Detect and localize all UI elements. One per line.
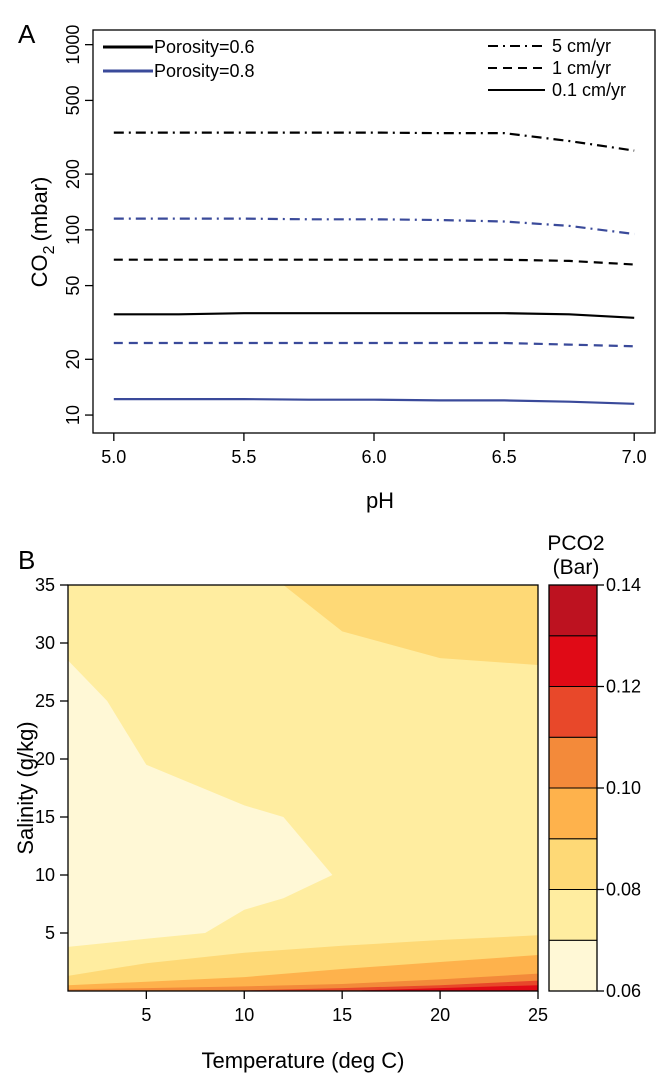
colorbar-swatch bbox=[548, 686, 598, 738]
series-line-porosity-06-0-1-cm-yr bbox=[113, 312, 635, 319]
y-tick-label: 5 bbox=[45, 923, 55, 943]
y-tick-label: 50 bbox=[63, 276, 83, 296]
series-line-porosity-06-1-cm-yr bbox=[113, 258, 635, 266]
legend-label: 0.1 cm/yr bbox=[552, 80, 626, 100]
panel-b-x-axis-label: Temperature (deg C) bbox=[202, 1048, 405, 1073]
colorbar-swatch bbox=[548, 889, 598, 941]
colorbar-swatch bbox=[548, 787, 598, 840]
series-line-porosity-08-1-cm-yr bbox=[113, 341, 635, 348]
y-tick-label: 1000 bbox=[63, 25, 83, 65]
panel-b-label: B bbox=[18, 545, 35, 575]
colorbar-tick-label: 0.08 bbox=[606, 880, 641, 900]
x-tick-label: 5.0 bbox=[101, 447, 126, 467]
series-line-porosity-06-5-cm-yr bbox=[113, 131, 635, 152]
x-tick-label: 6.5 bbox=[492, 447, 517, 467]
legend-label: 1 cm/yr bbox=[552, 58, 611, 78]
panel-b-plot-frame bbox=[67, 584, 539, 992]
colorbar-swatch bbox=[548, 635, 598, 687]
y-tick-label: 10 bbox=[35, 865, 55, 885]
svg-text:CO2(mbar): CO2 (mbar) bbox=[27, 177, 58, 288]
y-tick-label: 30 bbox=[35, 633, 55, 653]
legend-label: Porosity=0.8 bbox=[154, 61, 255, 81]
y-tick-label: 100 bbox=[63, 215, 83, 245]
panel-a-y-axis-label-unit: (mbar) bbox=[27, 177, 52, 242]
panel-a-y-axis: 10 20 50 100 200 500 1000 bbox=[63, 25, 93, 425]
y-tick-label: 35 bbox=[35, 575, 55, 595]
series-line-porosity-08-5-cm-yr bbox=[113, 217, 635, 236]
colorbar-tick-label: 0.14 bbox=[606, 575, 641, 595]
colorbar: 0.06 0.08 0.10 0.12 0.14 bbox=[548, 575, 641, 1001]
panel-a-y-axis-label: CO2 (mbar) bbox=[27, 177, 58, 288]
panel-a-y-axis-label-subscript: 2 bbox=[41, 245, 58, 254]
colorbar-title-line2: (Bar) bbox=[553, 556, 600, 579]
series-line-porosity-08-0-1-cm-yr bbox=[113, 398, 635, 405]
y-tick-label: 15 bbox=[35, 807, 55, 827]
panel-a: A 5.0 5.5 6.0 6.5 7.0 10 20 50 100 200 500 1000 pH… bbox=[18, 19, 656, 513]
colorbar-swatch bbox=[548, 584, 598, 637]
panel-a-label: A bbox=[18, 19, 36, 49]
legend-label: Porosity=0.6 bbox=[154, 37, 255, 57]
x-tick-label: 15 bbox=[332, 1005, 352, 1025]
panel-a-x-axis: 5.0 5.5 6.0 6.5 7.0 bbox=[101, 433, 647, 467]
legend-label: 5 cm/yr bbox=[552, 36, 611, 56]
colorbar-tick-label: 0.12 bbox=[606, 677, 641, 697]
panel-a-legend-rate: 5 cm/yr1 cm/yr0.1 cm/yr bbox=[488, 36, 626, 100]
colorbar-swatch bbox=[548, 838, 598, 890]
colorbar-tick-label: 0.06 bbox=[606, 981, 641, 1001]
x-tick-label: 5 bbox=[141, 1005, 151, 1025]
panel-b-x-axis: 5 10 15 20 25 bbox=[141, 991, 548, 1025]
contour-region bbox=[361, 985, 538, 991]
y-tick-label: 20 bbox=[35, 749, 55, 769]
y-tick-label: 200 bbox=[63, 159, 83, 189]
y-tick-label: 500 bbox=[63, 85, 83, 115]
colorbar-tick-label: 0.10 bbox=[606, 778, 641, 798]
contour-region bbox=[283, 585, 538, 665]
panel-a-legend-porosity: Porosity=0.6 Porosity=0.8 bbox=[103, 37, 255, 81]
x-tick-label: 5.5 bbox=[231, 447, 256, 467]
panel-a-series-group bbox=[113, 131, 635, 405]
panel-b-y-axis: 5 10 15 20 25 30 35 bbox=[35, 575, 68, 943]
panel-b: B 5 10 15 20 25 5 10 15 20 25 30 35 Temperature (d… bbox=[13, 532, 641, 1073]
x-tick-label: 6.0 bbox=[361, 447, 386, 467]
x-tick-label: 10 bbox=[234, 1005, 254, 1025]
panel-a-x-axis-label: pH bbox=[366, 488, 394, 513]
panel-b-y-axis-label: Salinity (g/kg) bbox=[13, 721, 38, 854]
y-tick-label: 25 bbox=[35, 691, 55, 711]
y-tick-label: 10 bbox=[63, 405, 83, 425]
x-tick-label: 7.0 bbox=[622, 447, 647, 467]
colorbar-title-line1: PCO2 bbox=[547, 532, 604, 555]
x-tick-label: 25 bbox=[528, 1005, 548, 1025]
colorbar-swatch bbox=[548, 736, 598, 789]
y-tick-label: 20 bbox=[63, 349, 83, 369]
panel-a-y-axis-label-main: CO bbox=[27, 254, 52, 287]
contour-region bbox=[68, 660, 333, 947]
panel-b-contour-regions bbox=[68, 585, 539, 991]
colorbar-swatch bbox=[548, 939, 598, 992]
x-tick-label: 20 bbox=[430, 1005, 450, 1025]
